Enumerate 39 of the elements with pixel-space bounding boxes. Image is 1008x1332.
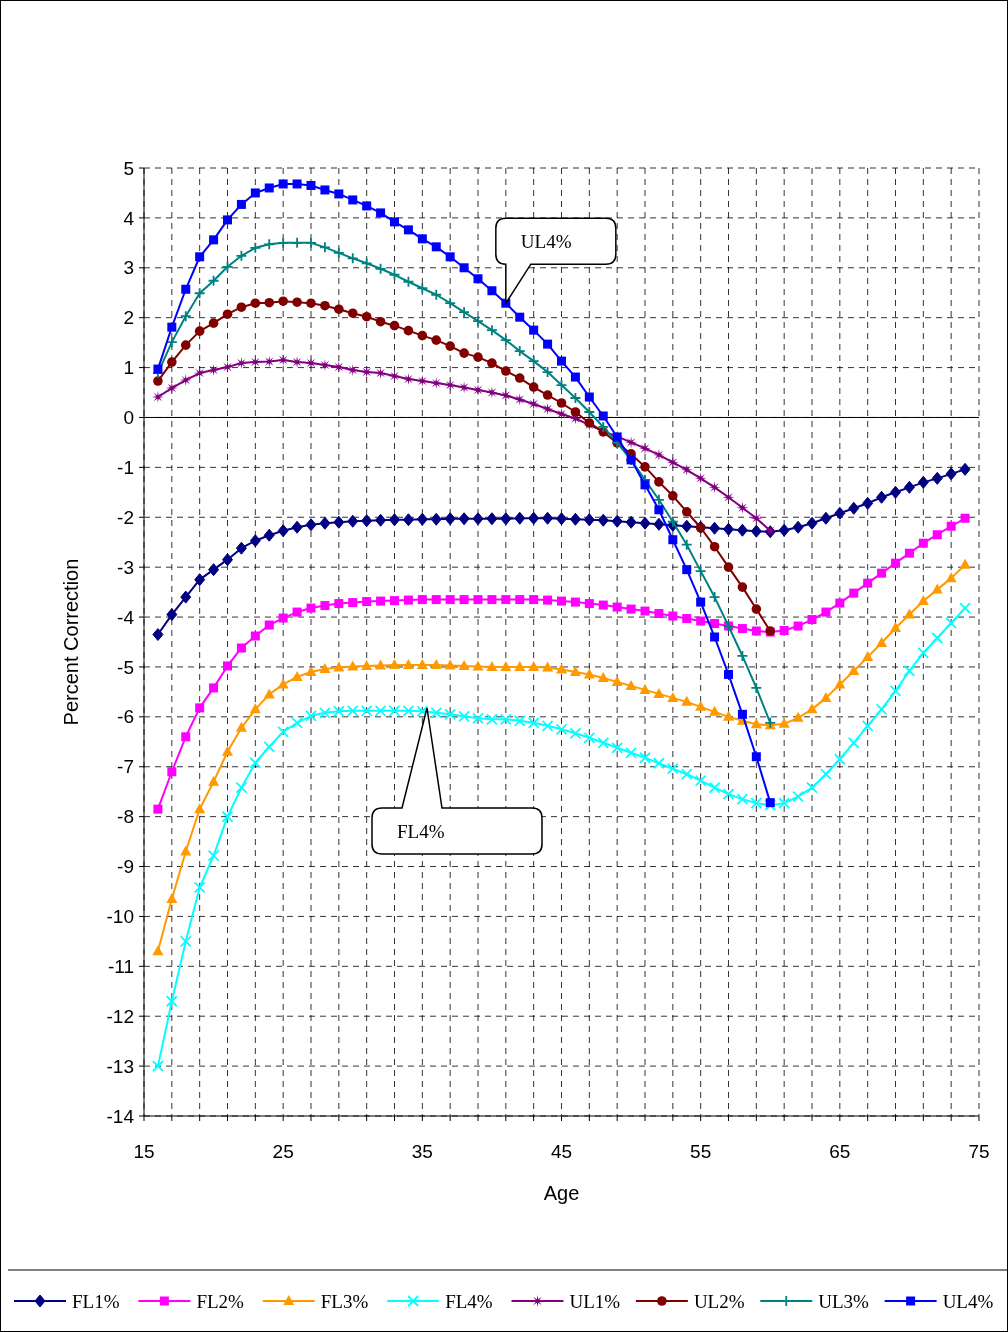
y-tick-label: -12 <box>106 1005 134 1027</box>
y-tick-label: -1 <box>117 457 134 479</box>
legend-label: UL1% <box>569 1290 621 1312</box>
annotation: UL4% <box>520 230 572 252</box>
y-tick-label: -3 <box>117 556 134 578</box>
x-tick-label: 15 <box>133 1141 155 1162</box>
y-tick-label: 2 <box>123 307 134 329</box>
y-tick-label: -2 <box>117 506 134 528</box>
legend-label: UL4% <box>942 1290 994 1312</box>
annotation: FL4% <box>397 820 445 842</box>
y-tick-label: 3 <box>123 257 134 279</box>
x-tick-label: 25 <box>272 1141 294 1162</box>
x-tick-label: 45 <box>550 1141 573 1162</box>
x-tick-label: 75 <box>968 1141 990 1162</box>
legend-label: FL1% <box>72 1290 120 1312</box>
y-tick-label: 4 <box>123 207 135 229</box>
y-tick-label: 5 <box>123 157 134 179</box>
y-tick-label: 1 <box>123 357 134 379</box>
y-tick-label: -13 <box>106 1055 134 1077</box>
y-tick-label: -7 <box>117 756 134 778</box>
y-tick-label: -9 <box>117 856 134 878</box>
y-tick-label: 0 <box>123 407 134 429</box>
x-tick-label: 55 <box>690 1141 712 1162</box>
y-tick-label: -6 <box>117 706 134 728</box>
y-tick-label: -10 <box>106 906 134 928</box>
legend-label: FL3% <box>320 1290 369 1312</box>
y-tick-label: -5 <box>117 656 134 678</box>
y-tick-label: -4 <box>117 606 135 628</box>
x-tick-label: 35 <box>411 1141 433 1162</box>
y-axis-title: Percent Correction <box>60 558 82 726</box>
y-tick-label: -11 <box>107 955 134 977</box>
legend-label: UL3% <box>818 1290 870 1312</box>
y-tick-label: -14 <box>106 1105 135 1127</box>
legend-label: FL4% <box>445 1290 493 1312</box>
legend-label: FL2% <box>196 1290 245 1312</box>
legend-label: UL2% <box>693 1290 745 1312</box>
x-axis-title: Age <box>543 1182 580 1204</box>
y-tick-label: -8 <box>117 806 134 828</box>
x-tick-label: 65 <box>829 1141 851 1162</box>
